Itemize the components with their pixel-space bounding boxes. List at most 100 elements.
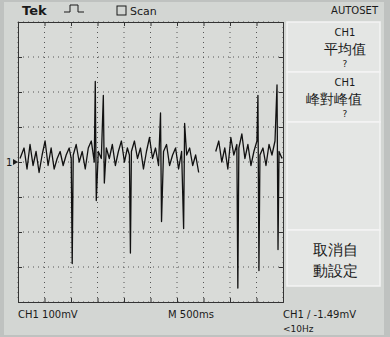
- scan-checkbox: [117, 6, 126, 15]
- tick: [18, 197, 22, 198]
- x-axis: [19, 298, 284, 303]
- tick: [45, 298, 46, 302]
- y-axis-right: [279, 23, 284, 303]
- tick-mark: [177, 298, 178, 302]
- tick: [18, 232, 22, 233]
- tick-mark: [230, 298, 231, 302]
- tick-mark: [98, 298, 99, 302]
- tick-mark: [18, 57, 22, 58]
- waveform: [20, 82, 282, 289]
- tick: [98, 22, 99, 26]
- grid-line-y: [18, 92, 283, 93]
- menu-box: [287, 72, 380, 122]
- tick: [18, 162, 22, 163]
- tick: [204, 22, 205, 26]
- tick-mark: [18, 267, 22, 268]
- menu-box: [287, 230, 380, 286]
- plot-area: [20, 82, 282, 289]
- tick-mark: [279, 232, 283, 233]
- tick: [230, 298, 231, 302]
- label: 峰對峰值: [306, 91, 362, 107]
- x-axis-top: [19, 22, 284, 26]
- tick: [71, 22, 72, 26]
- screen-bg: [4, 2, 384, 335]
- tick: [230, 22, 231, 26]
- tick: [257, 298, 258, 302]
- menu-panel: [287, 22, 380, 286]
- tick-mark: [151, 298, 152, 302]
- grid-line-x: [230, 22, 231, 302]
- tick-mark: [257, 22, 258, 26]
- tick: [151, 298, 152, 302]
- tick: [18, 92, 22, 93]
- axis-line: [19, 23, 284, 27]
- tick-mark: [279, 57, 283, 58]
- grid-line-y: [18, 162, 283, 163]
- tick: [18, 302, 22, 303]
- tick: [279, 57, 283, 58]
- label: Scan: [130, 5, 157, 18]
- tick: [151, 22, 152, 26]
- tick-mark: [124, 298, 125, 302]
- label: AUTOSET: [331, 5, 379, 16]
- tick-mark: [204, 298, 205, 302]
- trigger-icon: [64, 5, 84, 12]
- label: <10Hz: [283, 324, 314, 334]
- tick: [279, 92, 283, 93]
- tick: [279, 162, 283, 163]
- tick-mark: [45, 298, 46, 302]
- tick-mark: [71, 298, 72, 302]
- label: ?: [343, 109, 348, 119]
- tick-mark: [45, 22, 46, 26]
- tick-mark: [98, 22, 99, 26]
- label: 1: [6, 157, 12, 168]
- grid-line-y: [18, 127, 283, 128]
- tick-mark: [279, 127, 283, 128]
- grid-line-x: [150, 22, 151, 302]
- labels: Tek Scan AUTOSET CH1 平均值? CH1 峰對峰值? 取消自動設定 CH1 1…: [6, 3, 379, 334]
- label: ?: [343, 59, 348, 69]
- label: CH1 100mV: [18, 309, 78, 320]
- scope-screen: Tek Scan AUTOSET CH1 平均值? CH1 峰對峰值? 取消自動設定 CH1 1…: [0, 0, 390, 337]
- menu-box: [287, 122, 380, 230]
- tick-mark: [230, 22, 231, 26]
- label: 平均值: [324, 41, 366, 57]
- grid-line-x: [44, 22, 45, 302]
- tick-mark: [279, 267, 283, 268]
- tick: [124, 22, 125, 26]
- tick: [279, 127, 283, 128]
- tick: [177, 298, 178, 302]
- label: 動設定: [313, 262, 358, 280]
- tick: [204, 298, 205, 302]
- axis-line: [279, 23, 284, 303]
- tick-mark: [18, 302, 22, 303]
- label: CH1: [335, 77, 356, 88]
- label: Tek: [22, 3, 47, 18]
- tick-mark: [18, 92, 22, 93]
- tick-mark: [279, 197, 283, 198]
- grid-line-y: [18, 57, 283, 58]
- axis-line: [19, 298, 284, 303]
- label: CH1 / -1.49mV: [283, 309, 356, 320]
- tick-mark: [71, 22, 72, 26]
- tick-mark: [204, 22, 205, 26]
- label: CH1: [335, 27, 356, 38]
- grid-line-x: [256, 22, 257, 302]
- tick-mark: [177, 22, 178, 26]
- tick-mark: [279, 302, 283, 303]
- tick: [177, 22, 178, 26]
- tick-mark: [279, 162, 283, 163]
- plot-bg: [18, 22, 283, 302]
- axis-line: [19, 23, 23, 303]
- label: 取消自: [313, 241, 358, 259]
- tick-mark: [18, 232, 22, 233]
- grid-line-y: [18, 232, 283, 233]
- tick: [279, 22, 283, 23]
- tick: [18, 127, 22, 128]
- tick: [279, 267, 283, 268]
- tick: [257, 22, 258, 26]
- tick: [45, 22, 46, 26]
- tick: [279, 197, 283, 198]
- y-axis: [18, 23, 22, 303]
- tick-mark: [151, 22, 152, 26]
